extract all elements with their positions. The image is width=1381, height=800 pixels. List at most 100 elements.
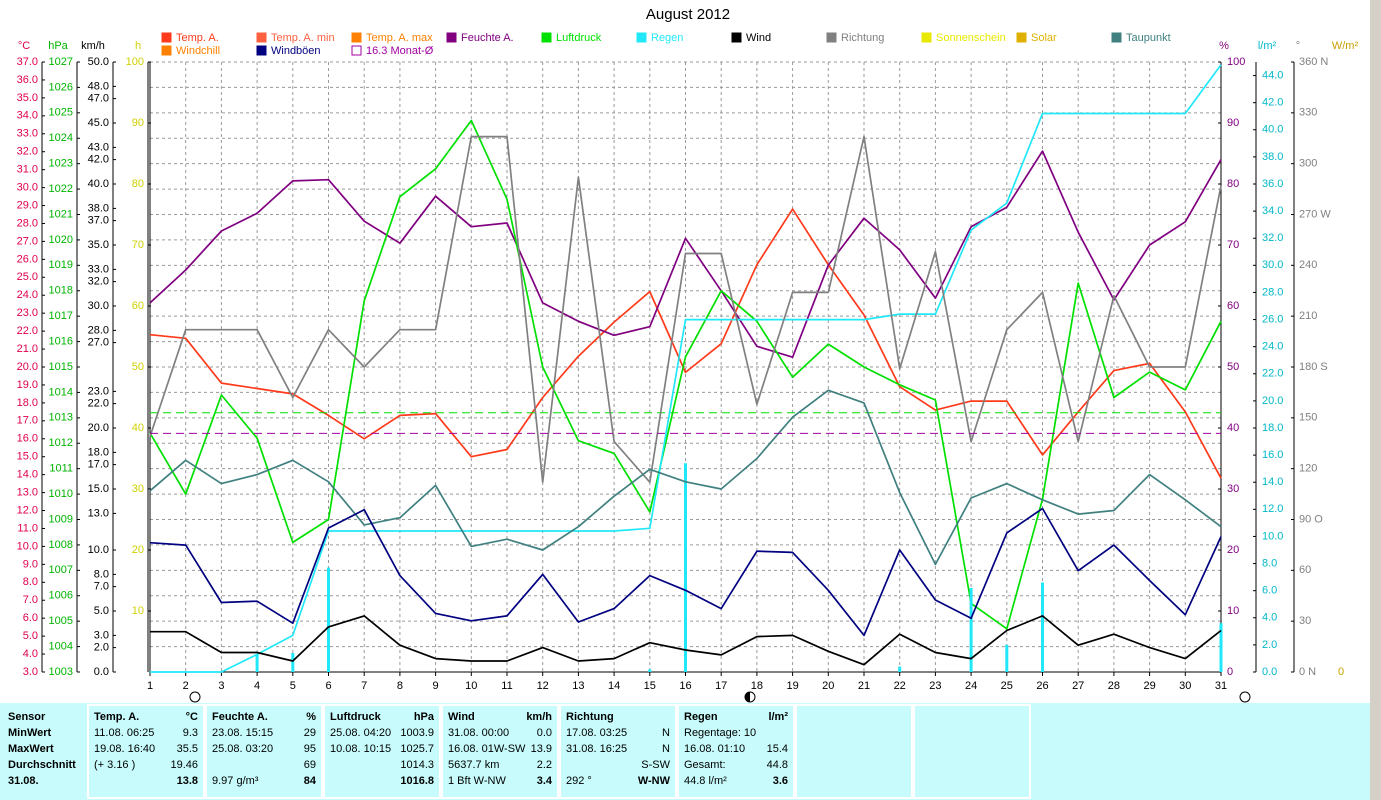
y-tick-label: 16.0 [17, 433, 38, 445]
y-tick-label: 40.0 [88, 178, 109, 190]
legend-swatch [1111, 32, 1122, 43]
y-tick-label: 2.0 [94, 642, 109, 654]
y-tick-label: 45.0 [88, 117, 109, 129]
stats-text: Regentage: 10 [684, 727, 756, 739]
stats-text: 11.08. 06:25 [94, 727, 154, 739]
legend-swatch [636, 32, 647, 43]
stats-value: 3.4 [537, 775, 553, 787]
y-tick-label: 22.0 [1262, 368, 1283, 380]
y-tick-label: 4.0 [23, 648, 38, 660]
y-tick-label: 8.0 [94, 568, 109, 580]
y-tick-label: 32.0 [17, 146, 38, 158]
x-tick-label: 23 [929, 680, 941, 692]
y-tick-label: 1010 [49, 488, 73, 500]
y-tick-label: 1017 [49, 310, 73, 322]
y-tick-label: 30.0 [17, 181, 38, 193]
legend-label: Sonnenschein [936, 32, 1006, 44]
series-line [149, 208, 1222, 479]
y-tick-label: 300 [1299, 158, 1317, 170]
legend-label: 16.3 Monat-Ø [366, 45, 434, 57]
y-tick-label: 70 [132, 239, 144, 251]
y-tick-label: 0.0 [1262, 666, 1277, 678]
y-tick-label: 180 S [1299, 361, 1328, 373]
stats-unit: km/h [526, 711, 552, 723]
legend-swatch [256, 45, 267, 56]
y-tick-label: 12.0 [17, 504, 38, 516]
stats-value: W-NW [638, 775, 671, 787]
y-tick-label: 1009 [49, 513, 73, 525]
stats-value: 95 [304, 743, 316, 755]
y-tick-label: 1012 [49, 437, 73, 449]
y-tick-label: 1008 [49, 539, 73, 551]
x-tick-label: 18 [751, 680, 763, 692]
x-tick-label: 28 [1108, 680, 1120, 692]
y-tick-label: 33.0 [17, 128, 38, 140]
y-tick-label: 1026 [49, 81, 73, 93]
y-tick-label: 1006 [49, 590, 73, 602]
y-tick-label: 36.0 [17, 74, 38, 86]
stats-text: 25.08. 03:20 [212, 743, 273, 755]
stats-cell [205, 704, 323, 799]
stats-header: Wind [448, 711, 475, 723]
stats-text: 5637.7 km [448, 759, 499, 771]
y-tick-label: 12.0 [1262, 503, 1283, 515]
y-tick-label: 70 [1227, 239, 1239, 251]
rain-bar [898, 666, 902, 672]
y-tick-label: 0.0 [94, 666, 109, 678]
y-tick-label: 26.0 [1262, 313, 1283, 325]
y-tick-label: 47.0 [88, 93, 109, 105]
x-tick-label: 2 [183, 680, 189, 692]
x-tick-label: 15 [644, 680, 656, 692]
legend-swatch [351, 32, 362, 43]
stats-text: 44.8 l/m² [684, 775, 727, 787]
x-tick-label: 16 [679, 680, 691, 692]
x-tick-label: 8 [397, 680, 403, 692]
y-tick-label: 38.0 [88, 202, 109, 214]
stats-text: (+ 3.16 ) [94, 759, 135, 771]
stats-unit: hPa [414, 711, 435, 723]
chart-title: August 2012 [646, 6, 730, 23]
y-tick-label: 3.0 [23, 666, 38, 678]
stats-cell [559, 704, 677, 799]
stats-cell [677, 704, 795, 799]
y-tick-label: 6.0 [1262, 585, 1277, 597]
x-tick-label: 22 [894, 680, 906, 692]
y-tick-label: 20 [132, 544, 144, 556]
y-tick-label: 28.0 [17, 217, 38, 229]
stats-cell [87, 704, 205, 799]
y-tick-label: 210 [1299, 310, 1317, 322]
y-tick-label: 7.0 [94, 581, 109, 593]
stats-cell [441, 704, 559, 799]
moon-full [189, 691, 201, 703]
stats-row-label: Sensor [8, 711, 46, 723]
legend-label: Solar [1031, 32, 1057, 44]
axis-unit: h [135, 40, 141, 52]
axis-unit: °C [18, 40, 30, 52]
y-tick-label: 1027 [49, 56, 73, 68]
stats-row-label: Durchschnitt [8, 759, 76, 771]
x-tick-label: 17 [715, 680, 727, 692]
stats-text: 16.08. 01W-SW [448, 743, 526, 755]
stats-value: 29 [304, 727, 316, 739]
rain-bar [648, 669, 652, 672]
y-tick-label: 3.0 [94, 629, 109, 641]
stats-header: Temp. A. [94, 711, 139, 723]
series-line [149, 150, 1222, 359]
legend-label: Temp. A. max [366, 32, 433, 44]
y-tick-label: 20.0 [88, 422, 109, 434]
y-tick-label: 33.0 [88, 263, 109, 275]
y-tick-label: 100 [126, 56, 144, 68]
y-tick-label: 360 N [1299, 56, 1328, 68]
y-tick-label: 25.0 [17, 271, 38, 283]
y-tick-label: 15.0 [17, 451, 38, 463]
y-tick-label: 32.0 [88, 276, 109, 288]
legend-label: Richtung [841, 32, 884, 44]
y-tick-label: 1004 [49, 640, 73, 652]
legend-swatch [826, 32, 837, 43]
y-tick-label: 10 [1227, 605, 1239, 617]
y-tick-label: 16.0 [1262, 449, 1283, 461]
stats-value: 1003.9 [400, 727, 434, 739]
y-tick-label: 20 [1227, 544, 1239, 556]
stats-header: Feuchte A. [212, 711, 268, 723]
